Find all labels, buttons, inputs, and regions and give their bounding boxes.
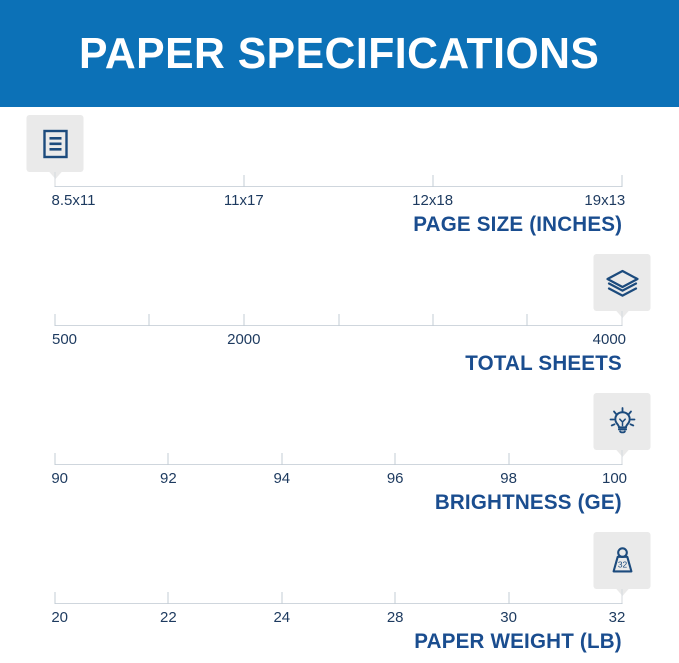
- marker-stem: [621, 589, 623, 603]
- marker-stem: [621, 311, 623, 325]
- tick-mark: [54, 453, 56, 465]
- tick-mark: [432, 175, 434, 187]
- spec-row-total-sheets: 500 2000 4000 TOTAL SHEETS: [0, 246, 679, 385]
- tick-label: 30: [500, 609, 517, 626]
- spec-label-page-size: PAGE SIZE (INCHES): [413, 213, 622, 236]
- tick-label: 96: [386, 470, 404, 487]
- tick-label: 20: [51, 609, 69, 626]
- tick-label: 8.5x11: [51, 192, 96, 209]
- spec-label-paper-weight: PAPER WEIGHT (LB): [414, 630, 622, 653]
- axis-line: [55, 464, 622, 465]
- tick-label: 92: [160, 470, 177, 487]
- tick-mark: [243, 175, 245, 187]
- scale-track-brightness: 90 92 94 96 98 100: [51, 393, 651, 487]
- tick-label: 28: [386, 609, 404, 626]
- tick-mark: [508, 592, 510, 604]
- tick-mark: [621, 175, 623, 187]
- sheets-stack-icon: [605, 268, 639, 298]
- marker-stem: [621, 450, 623, 464]
- tick-mark: [432, 314, 434, 326]
- tick-mark: [508, 453, 510, 465]
- scale-track-total-sheets: 500 2000 4000: [52, 254, 651, 348]
- spec-row-page-size: 8.5x11 11x17 12x18 19x13: [0, 107, 679, 246]
- tick-label: 22: [160, 609, 177, 626]
- scale-marker-page-size[interactable]: [26, 115, 84, 186]
- scale-marker-total-sheets[interactable]: [593, 254, 651, 325]
- scale-track-paper-weight: 20 22 24 28 30 32 32: [51, 532, 651, 626]
- tick-mark: [148, 314, 150, 326]
- document-icon: [42, 129, 68, 159]
- spec-row-paper-weight: 20 22 24 28 30 32 32: [0, 524, 679, 663]
- page-header: PAPER SPECIFICATIONS: [0, 0, 679, 107]
- tick-label: 90: [51, 470, 69, 487]
- spec-label-brightness: BRIGHTNESS (GE): [434, 491, 622, 514]
- tick-label: 94: [273, 470, 291, 487]
- weight-icon-value: 32: [617, 559, 627, 569]
- scale-track-page-size: 8.5x11 11x17 12x18 19x13: [26, 115, 625, 209]
- tick-mark: [54, 592, 56, 604]
- tick-mark: [243, 314, 245, 326]
- page-title: PAPER SPECIFICATIONS: [79, 28, 600, 78]
- lightbulb-icon: [606, 406, 638, 438]
- tick-label: 11x17: [223, 192, 264, 209]
- spec-row-brightness: 90 92 94 96 98 100: [0, 385, 679, 524]
- tick-mark: [338, 314, 339, 326]
- tick-label: 19x13: [584, 192, 626, 209]
- tick-label: 24: [273, 609, 291, 626]
- tick-label: 4000: [592, 331, 627, 348]
- tick-mark: [281, 592, 283, 604]
- marker-bubble: [593, 254, 651, 311]
- marker-bubble: [593, 393, 651, 450]
- tick-mark: [394, 453, 396, 465]
- tick-label: 500: [51, 331, 78, 348]
- tick-mark: [526, 314, 528, 326]
- tick-label: 32: [608, 609, 626, 626]
- weight-icon: 32: [606, 545, 638, 577]
- tick-label: 100: [601, 470, 628, 487]
- tick-mark: [54, 314, 56, 326]
- marker-bubble: [26, 115, 84, 172]
- tick-mark: [281, 453, 283, 465]
- marker-stem: [54, 172, 56, 186]
- spec-scale-list: 8.5x11 11x17 12x18 19x13: [0, 107, 679, 663]
- axis-line: [55, 186, 622, 187]
- tick-mark: [167, 453, 169, 465]
- tick-mark: [167, 592, 169, 604]
- scale-marker-paper-weight[interactable]: 32: [593, 532, 651, 603]
- tick-label: 98: [500, 470, 517, 487]
- marker-bubble: 32: [593, 532, 651, 589]
- tick-mark: [394, 592, 396, 604]
- axis-line: [55, 603, 622, 604]
- spec-label-total-sheets: TOTAL SHEETS: [465, 352, 622, 375]
- scale-marker-brightness[interactable]: [593, 393, 651, 464]
- tick-label: 2000: [227, 331, 261, 348]
- tick-label: 12x18: [412, 192, 454, 209]
